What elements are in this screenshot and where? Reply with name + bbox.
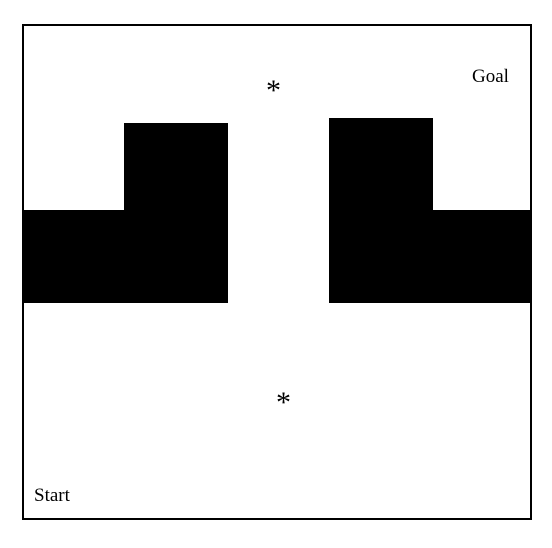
goal-label: Goal [472,66,509,87]
grid-world-frame: * * Goal Start [22,24,532,520]
right-obstacle-bar [329,210,530,303]
waypoint-bottom-marker: * [276,386,291,419]
start-label: Start [34,485,70,506]
left-obstacle-tower [124,123,228,303]
waypoint-top-marker: * [266,74,281,107]
